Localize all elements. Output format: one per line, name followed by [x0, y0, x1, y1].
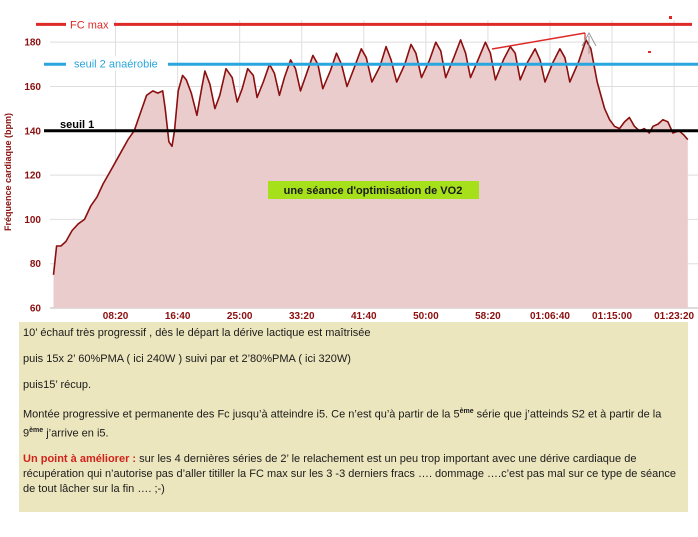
session-notes: 10’ échauf très progressif , dès le dépa… — [19, 322, 688, 512]
seuil2-label: seuil 2 anaérobie — [74, 58, 158, 70]
y-tick-label: 100 — [24, 215, 41, 226]
fc-max-label: FC max — [70, 19, 109, 31]
x-ticks: 08:20 16:40 25:00 33:20 41:40 50:00 58:20 01:06… — [103, 311, 695, 322]
improvement-highlight: Un point à améliorer : — [23, 453, 137, 466]
y-tick-label: 60 — [30, 304, 42, 315]
y-ticks: 60 80 100 120 140 160 180 — [24, 38, 41, 315]
heart-rate-area — [53, 39, 688, 309]
x-tick-label: 16:40 — [165, 311, 191, 322]
caption-box — [268, 181, 479, 199]
heart-rate-line — [52, 39, 689, 275]
note-recovery: puis15’ récup. — [23, 379, 92, 391]
x-tick-label: 41:40 — [351, 311, 377, 322]
note-intervals: puis 15x 2’ 60%PMA ( ici 240W ) suivi pa… — [23, 353, 351, 365]
trend-arrow — [491, 31, 597, 54]
caption: une séance d'optimisation de VO2 — [284, 185, 463, 197]
y-tick-label: 120 — [24, 171, 41, 182]
x-tick-label: 01:23:20 — [654, 311, 694, 322]
x-tick-label: 25:00 — [227, 311, 253, 322]
marker-dot — [669, 16, 672, 19]
x-tick-label: 01:15:00 — [592, 311, 632, 322]
y-tick-label: 160 — [24, 82, 41, 93]
x-tick-label: 01:06:40 — [530, 311, 570, 322]
heart-rate-chart: Fréquence cardiaque (bpm) 60 80 100 120 140 1… — [3, 16, 698, 322]
y-tick-label: 80 — [30, 259, 42, 270]
note-warmup: 10’ échauf très progressif , dès le dépa… — [23, 327, 371, 339]
seuil1-label: seuil 1 — [60, 119, 94, 131]
note-progression: Montée progressive et permanente des Fc … — [23, 408, 662, 440]
y-axis-label: Fréquence cardiaque (bpm) — [3, 113, 13, 231]
x-tick-label: 33:20 — [289, 311, 315, 322]
y-tick-label: 140 — [24, 126, 41, 137]
marker-dot — [648, 51, 651, 53]
x-tick-label: 50:00 — [413, 311, 439, 322]
x-tick-label: 58:20 — [475, 311, 501, 322]
note-improvement: Un point à améliorer : sur les 4 dernièr… — [23, 453, 676, 496]
y-tick-label: 180 — [24, 38, 41, 49]
x-tick-label: 08:20 — [103, 311, 129, 322]
